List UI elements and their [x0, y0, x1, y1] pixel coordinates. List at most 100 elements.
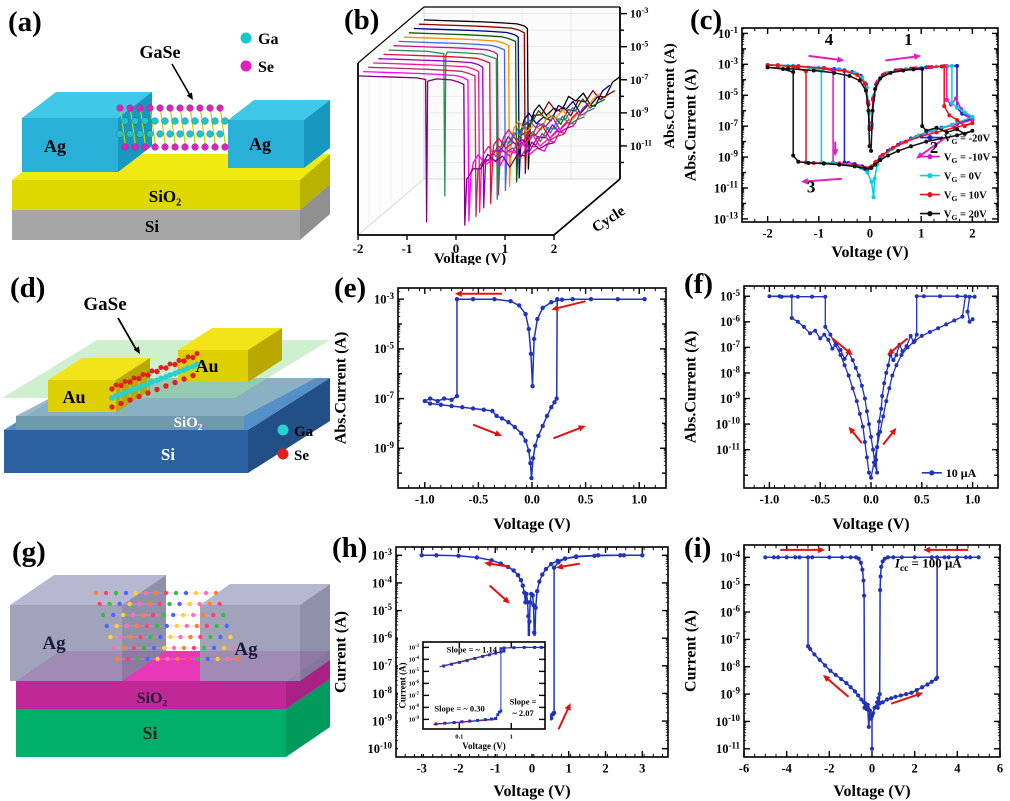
- gase-pointer-arrow: [171, 63, 192, 98]
- svg-text:-1.0: -1.0: [760, 493, 780, 507]
- svg-text:10-7: 10-7: [718, 118, 738, 134]
- data-series: [765, 65, 975, 171]
- svg-text:1.0: 1.0: [631, 493, 647, 507]
- se-legend-label: Se: [294, 448, 309, 464]
- svg-text:10-9: 10-9: [409, 716, 420, 723]
- svg-text:10-5: 10-5: [720, 576, 740, 592]
- svg-text:10-9: 10-9: [720, 390, 740, 406]
- svg-text:4: 4: [954, 762, 961, 776]
- svg-text:0.5: 0.5: [914, 493, 930, 507]
- si-substrate-front: [16, 709, 286, 757]
- si-substrate-front: [12, 210, 300, 240]
- oxide-label: SiO₂: [149, 187, 182, 206]
- svg-text:10-6: 10-6: [372, 630, 392, 646]
- svg-text:Current (A): Current (A): [333, 611, 350, 693]
- svg-text:10-9: 10-9: [374, 440, 394, 456]
- svg-text:10-8: 10-8: [720, 658, 740, 674]
- svg-text:3: 3: [639, 762, 645, 776]
- svg-text:-0.5: -0.5: [469, 493, 489, 507]
- svg-text:10-7: 10-7: [372, 657, 392, 673]
- svg-text:Icc = 100 μA: Icc = 100 μA: [894, 555, 962, 574]
- svg-text:2: 2: [969, 227, 975, 241]
- data-series: [763, 555, 874, 730]
- svg-text:Voltage (V): Voltage (V): [493, 783, 570, 800]
- au-electrode-right-top: [178, 328, 282, 350]
- si-substrate-side: [248, 378, 330, 473]
- svg-text:Voltage (V): Voltage (V): [832, 516, 909, 533]
- svg-text:VG = 0V: VG = 0V: [944, 171, 982, 184]
- panel-g-schematic: Ag Ag SiO₂ Si: [10, 575, 330, 757]
- ag-electrode-left-front: [22, 118, 118, 172]
- svg-text:10-11: 10-11: [716, 740, 741, 756]
- svg-text:2: 2: [602, 762, 608, 776]
- panel-label-d: (d): [10, 272, 46, 304]
- ag-electrode-left-side: [118, 92, 152, 172]
- svg-text:0: 0: [869, 762, 875, 776]
- panel-a-schematic: GaSe Ag Ag SiO₂ Si Ga Se: [12, 31, 330, 240]
- svg-text:Voltage (V): Voltage (V): [493, 516, 570, 533]
- se-legend-dot: [240, 60, 252, 72]
- svg-text:10-10: 10-10: [368, 740, 393, 756]
- ag-electrode-right-top: [200, 584, 330, 605]
- svg-text:10-9: 10-9: [372, 713, 392, 729]
- gase-flake-lattice: [109, 351, 200, 410]
- electrode-right-label: Au: [195, 356, 218, 376]
- gase-pointer-arrow: [117, 317, 138, 352]
- svg-text:-4: -4: [781, 762, 792, 776]
- svg-text:Current (A): Current (A): [398, 662, 408, 708]
- svg-text:10-11: 10-11: [630, 139, 652, 153]
- panel-label-e: (e): [334, 272, 367, 304]
- svg-text:-0.5: -0.5: [810, 493, 830, 507]
- oxide-label: SiO₂: [137, 690, 168, 707]
- svg-text:10-4: 10-4: [720, 549, 740, 565]
- annotations: [454, 290, 586, 440]
- svg-text:10-4: 10-4: [409, 656, 420, 663]
- chart-e-hysteresis: -1.0 -0.5 0.0 0.5 1.0 10-9 10-7 10-5 10-3 Voltage…: [333, 287, 667, 533]
- svg-text:10-5: 10-5: [372, 602, 392, 618]
- panel-label-g: (g): [12, 536, 46, 568]
- ag-electrode-right-top: [228, 100, 330, 120]
- data-series: [767, 294, 977, 480]
- se-legend-label: Se: [258, 59, 274, 76]
- svg-text:1: 1: [904, 30, 913, 49]
- ga-legend-dot: [277, 424, 289, 436]
- svg-text:-1.0: -1.0: [415, 493, 435, 507]
- si-substrate-side: [300, 184, 330, 240]
- gase-flake-lattice: [93, 590, 240, 662]
- svg-text:Current (A): Current (A): [683, 610, 700, 692]
- svg-text:10-11: 10-11: [716, 441, 741, 457]
- electrode-left-label: Ag: [44, 136, 66, 156]
- axes: -2 -1 0 1 2 10-13 10-11 10-9 10-7 10-5 10-3 10-1 Vol…: [683, 25, 999, 261]
- svg-text:10-9: 10-9: [720, 686, 740, 702]
- data-series: [494, 647, 503, 720]
- data-series: [870, 555, 981, 716]
- svg-text:0: 0: [453, 241, 460, 256]
- panel-label-b: (b): [344, 4, 380, 36]
- svg-text:10-5: 10-5: [409, 668, 420, 675]
- chart-b-waterfall: -2 -1 0 1 2 10-11 10-9 10-7 10-5 10-3 Voltage (V) C…: [353, 6, 678, 265]
- svg-text:3: 3: [807, 178, 816, 197]
- data-series: [765, 63, 975, 170]
- svg-text:2: 2: [912, 762, 918, 776]
- svg-text:Voltage (V): Voltage (V): [831, 244, 908, 261]
- sio2-layer-front: [12, 180, 300, 210]
- svg-text:10-7: 10-7: [720, 339, 740, 355]
- se-legend-dot: [277, 448, 289, 460]
- svg-text:Abs.Current (A): Abs.Current (A): [683, 69, 700, 182]
- svg-text:Voltage (V): Voltage (V): [434, 251, 506, 265]
- annotations: Slope = ~ 1.14 Slope = ~ 0.30 Slope =~ 2.0…: [434, 644, 536, 718]
- svg-text:-2: -2: [824, 762, 834, 776]
- svg-text:10-5: 10-5: [720, 288, 740, 304]
- sio2-layer-side: [300, 154, 330, 210]
- chart-c-gate-hysteresis: -2 -1 0 1 2 10-13 10-11 10-9 10-7 10-5 10-3 10-1 Vol…: [683, 25, 999, 261]
- cycle-curves: [357, 19, 621, 226]
- svg-text:2: 2: [551, 241, 558, 256]
- ag-electrode-right-side: [300, 584, 330, 681]
- svg-text:10-3: 10-3: [630, 6, 648, 20]
- svg-text:Abs.Current (A): Abs.Current (A): [662, 43, 678, 149]
- chart-h-inset-loglog: 0.1 1 10-9 10-8 10-7 10-6 10-5 10-4 10-3 Voltage …: [398, 636, 550, 754]
- substrate-label: Si: [145, 217, 159, 236]
- svg-text:1: 1: [918, 227, 924, 241]
- svg-text:1: 1: [502, 241, 509, 256]
